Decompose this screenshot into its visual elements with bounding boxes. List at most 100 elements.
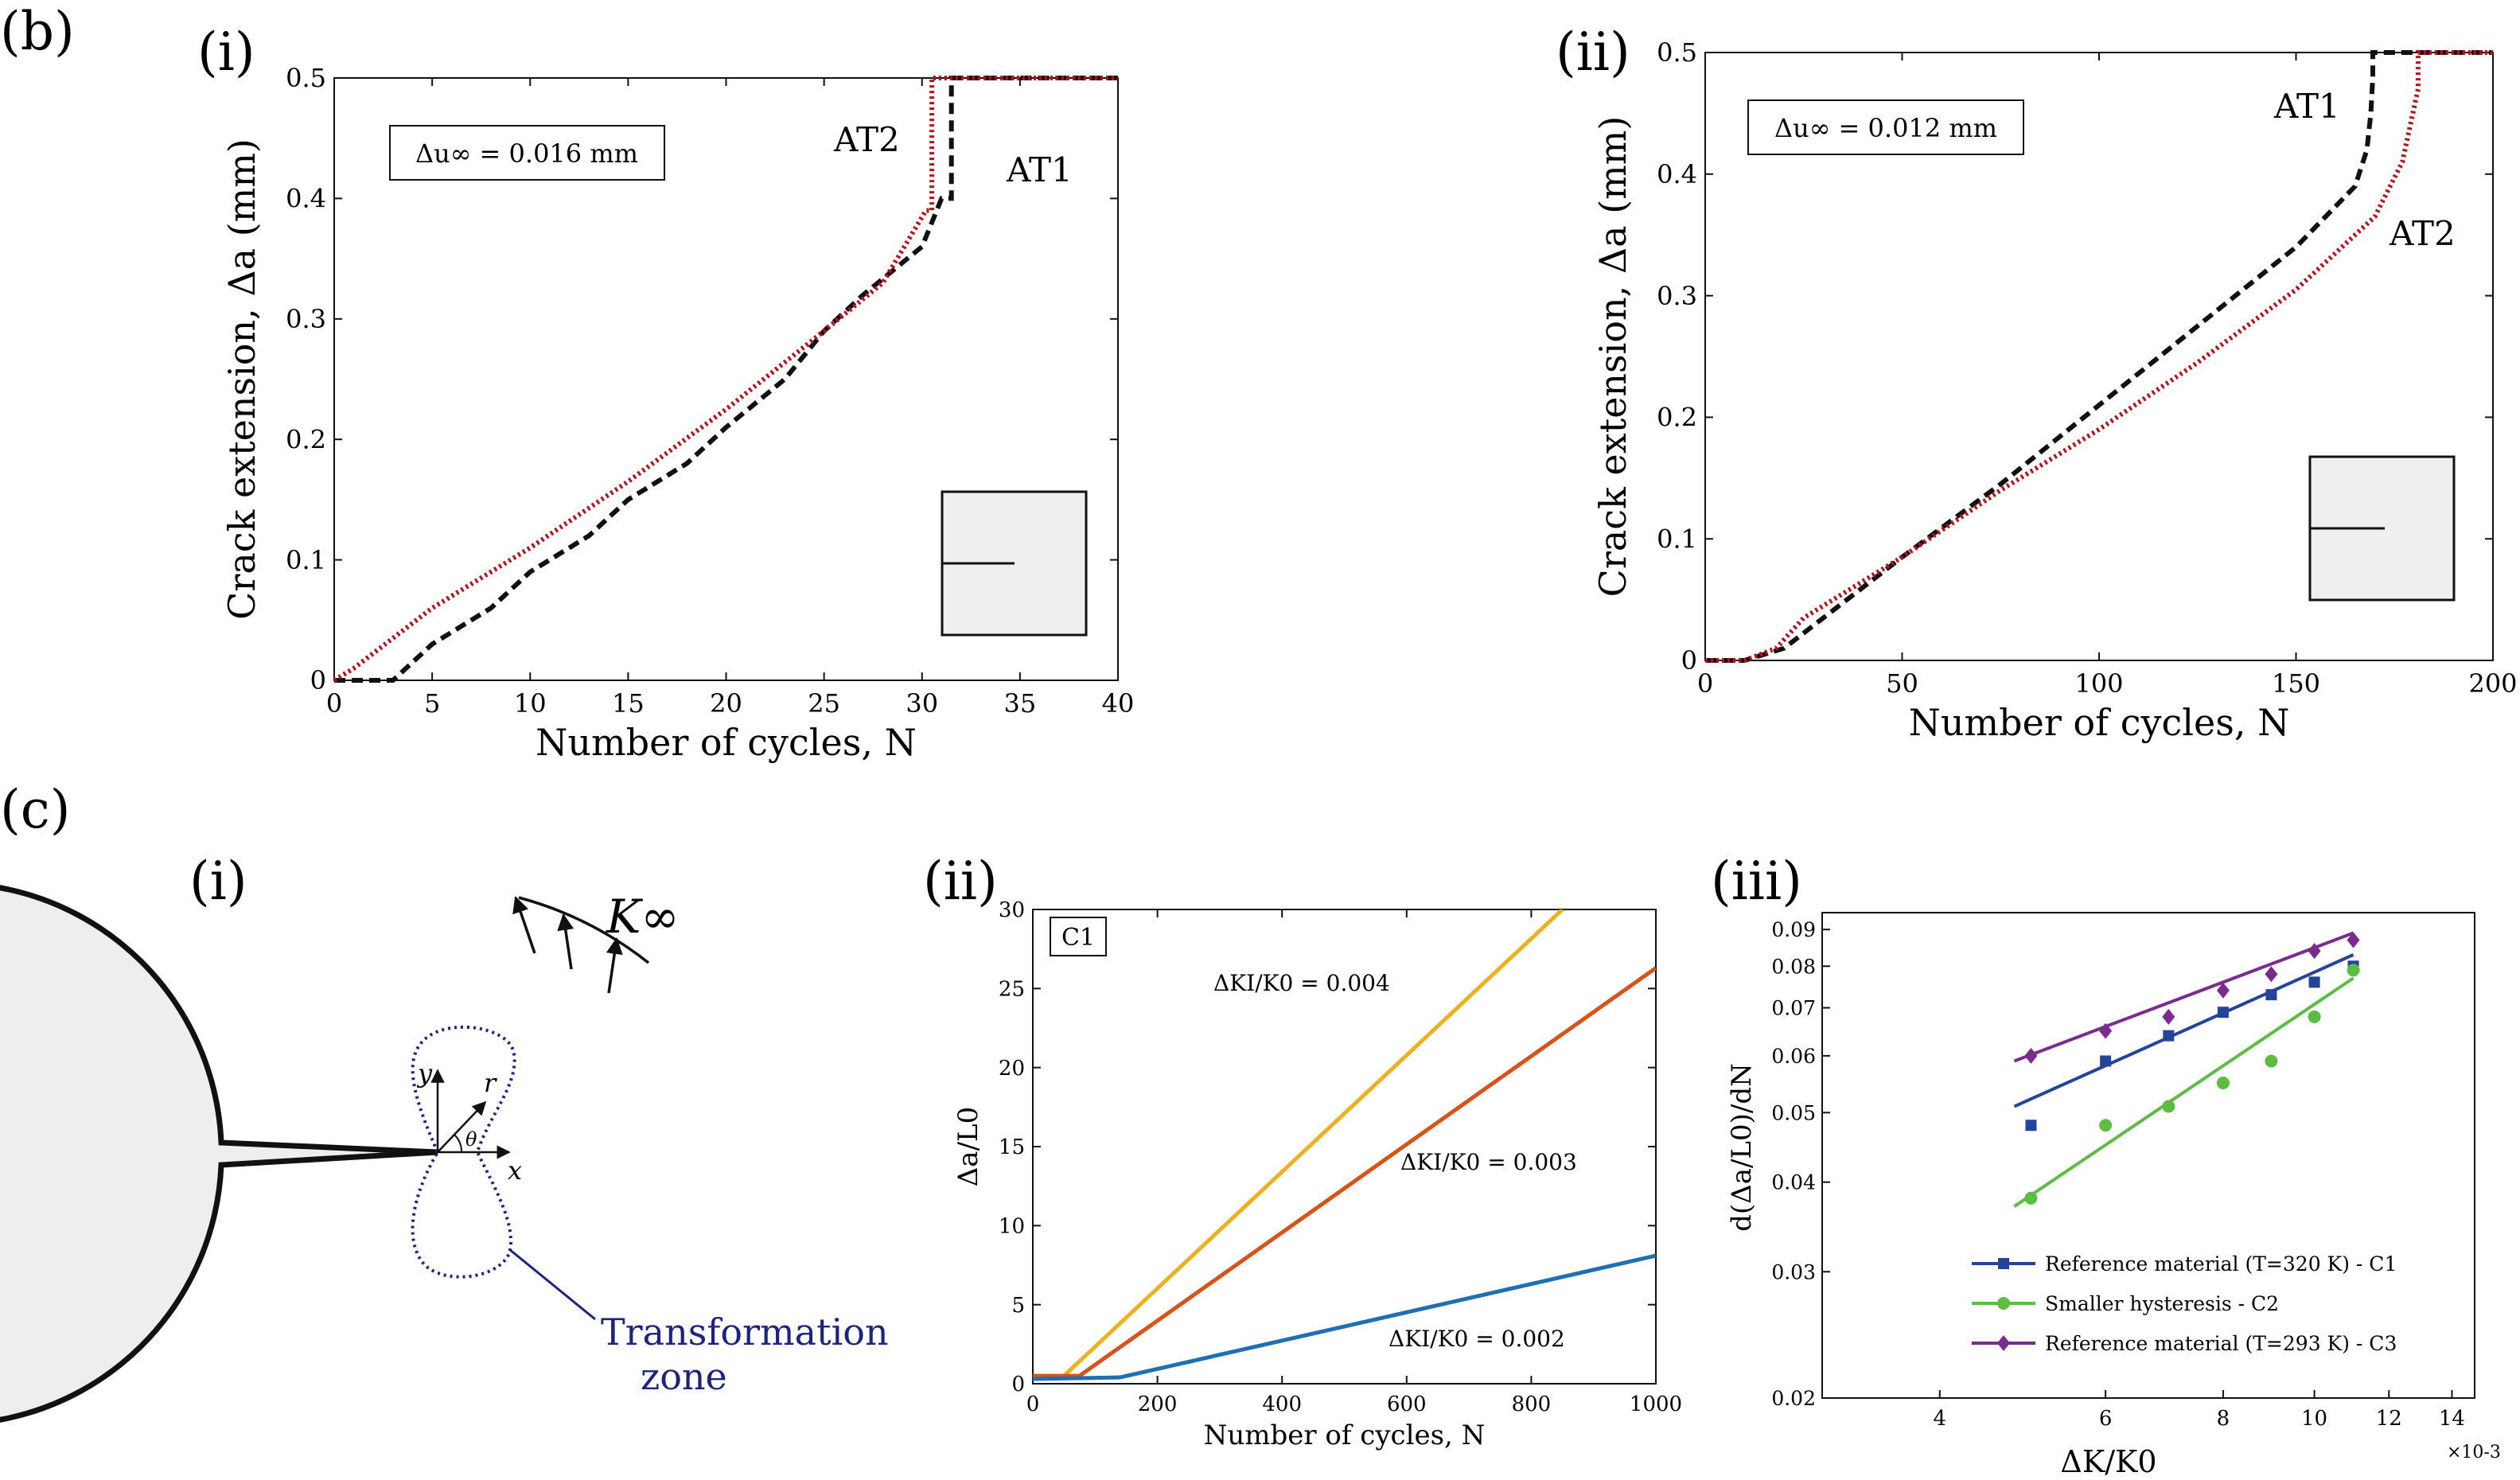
config-badge-text: C1 (1061, 924, 1095, 952)
k-inf-text: K∞ (606, 890, 680, 944)
x-tick-label: 0 (1026, 1392, 1040, 1416)
data-point (2308, 1010, 2321, 1023)
y-tick-label: 10 (999, 1214, 1025, 1238)
x-tick-label: 4 (1934, 1407, 1947, 1431)
annotation-box (389, 125, 665, 181)
y-tick-label: 0 (310, 665, 326, 695)
chart-c-iii: 4 6 8 10 12 14 0.02 0.03 0.04 0.05 0.06 0.07 0.08 0.0… (1726, 912, 2501, 1479)
crack-tip-diagram: y r θ x K∞ Transformation zone (0, 885, 889, 1423)
panel-label-b-ii: (ii) (1556, 21, 1630, 83)
fit-line (2013, 953, 2354, 1108)
x-tick-label: 30 (906, 688, 938, 719)
x-axis-label: Number of cycles, N (1204, 1420, 1486, 1451)
legend-marker (1997, 1335, 2010, 1351)
r-label: r (484, 1068, 497, 1098)
part-label-b: (b) (0, 1, 75, 62)
y-tick-label: 0.05 (1771, 1101, 1816, 1124)
y-tick-label: 15 (999, 1135, 1025, 1159)
x-tick-label: 0 (1697, 668, 1713, 699)
y-tick-label: 0 (1011, 1373, 1025, 1396)
y-axis-label: d(Δa/L0)/dN (1726, 1063, 1758, 1232)
series-label-at2: AT2 (833, 120, 900, 159)
y-tick-label: 0.1 (1657, 524, 1697, 554)
legend-entry: Reference material (T=320 K) - C1 (2045, 1252, 2397, 1276)
data-point (2100, 1055, 2112, 1067)
legend-entry: Reference material (T=293 K) - C3 (2045, 1332, 2397, 1355)
x-tick-label: 6 (2099, 1407, 2113, 1431)
series-label-at1: AT1 (2273, 87, 2340, 126)
k-inf-label: K∞ (606, 890, 680, 944)
annotation-box (1747, 99, 2024, 155)
annotation-text: Δu∞ = 0.012 mm (1774, 113, 1997, 143)
data-point (2265, 989, 2277, 1001)
x-tick-label: 10 (2301, 1407, 2327, 1431)
chart-c-ii: 0 200 400 600 800 1000 0 5 10 15 20 25 30 Number of c… (952, 898, 1682, 1451)
series-label-at2: AT2 (2389, 214, 2456, 253)
cracked-disk (0, 885, 438, 1423)
data-point (2347, 964, 2360, 977)
data-point (2099, 1022, 2113, 1039)
data-point (2308, 976, 2320, 988)
fit-line (2013, 931, 2354, 1063)
x-tick-label: 12 (2376, 1407, 2402, 1431)
y-tick-label: 30 (999, 898, 1025, 922)
series-line (1705, 50, 2493, 663)
y-axis-label: Crack extension, Δa (mm) (1591, 116, 1634, 598)
x-tick-label: 200 (2468, 668, 2517, 699)
chart-b-i: 0 5 10 15 20 25 30 35 40 0 0.1 0.2 0.3 0.4 0.5 Number o… (220, 63, 1134, 764)
zone-label-line2: zone (641, 1355, 727, 1398)
y-tick-label: 0.02 (1771, 1387, 1816, 1410)
data-point (2265, 966, 2278, 983)
data-point (2308, 943, 2321, 960)
k-inf-arrows (512, 896, 650, 994)
config-badge (1050, 917, 1107, 956)
legend-marker (1997, 1297, 2010, 1310)
series-line (334, 76, 1118, 683)
x-tick-label: 400 (1262, 1392, 1302, 1416)
x-tick-label: 35 (1004, 688, 1037, 719)
legend-marker (1998, 1258, 2009, 1269)
x-tick-label: 5 (424, 688, 440, 719)
series-line (1033, 966, 1656, 1378)
y-tick-label: 0.5 (286, 63, 326, 93)
part-label-c: (c) (0, 779, 70, 840)
theta-label: θ (465, 1128, 477, 1151)
y-tick-label: 0.2 (1657, 403, 1697, 433)
series-line (1033, 1253, 1656, 1381)
y-tick-label: 0.5 (1657, 37, 1697, 68)
y-tick-label: 0.06 (1771, 1045, 1816, 1068)
series-label-at1: AT1 (1006, 150, 1073, 189)
zone-leader-line (508, 1248, 596, 1321)
y-axis-label: y (416, 1058, 433, 1089)
x-tick-label: 14 (2439, 1407, 2465, 1431)
data-point (2216, 982, 2230, 999)
y-tick-label: 0.4 (1657, 159, 1697, 189)
panel-label-c-ii: (ii) (923, 851, 998, 912)
panel-label-b-i: (i) (197, 21, 255, 83)
transformation-zone (411, 1025, 516, 1279)
x-tick-label: 150 (2272, 668, 2320, 699)
chart-b-ii: 0 50 100 150 200 0 0.1 0.2 0.3 0.4 0.5 Number of cy… (1591, 37, 2518, 744)
x-tick-label: 800 (1512, 1392, 1552, 1416)
data-point (2163, 1030, 2175, 1042)
x-tick-label: 40 (1102, 688, 1135, 719)
x-tick-label: 8 (2217, 1407, 2230, 1431)
series-label: ΔKI/K0 = 0.002 (1389, 1326, 1565, 1352)
data-point (2024, 1047, 2038, 1064)
data-point (2347, 932, 2360, 948)
x-tick-label: 100 (2074, 668, 2123, 699)
x-tick-label: 50 (1886, 668, 1918, 699)
x-multiplier-label: ×10-3 (2447, 1443, 2501, 1462)
y-axis-label: Δa/L0 (952, 1107, 984, 1187)
zone-label-line1: Transformation (601, 1311, 889, 1353)
x-tick-label: 0 (326, 688, 342, 719)
series-line (1705, 50, 2493, 663)
panel-label-c-iii: (iii) (1711, 851, 1802, 912)
panel-label-c-i: (i) (189, 851, 247, 912)
y-tick-label: 0.3 (286, 304, 326, 334)
annotation-text: Δu∞ = 0.016 mm (415, 138, 638, 169)
y-tick-label: 20 (999, 1057, 1025, 1081)
data-point (2216, 1076, 2230, 1089)
x-axis-label: ΔK/K0 (2060, 1444, 2156, 1479)
